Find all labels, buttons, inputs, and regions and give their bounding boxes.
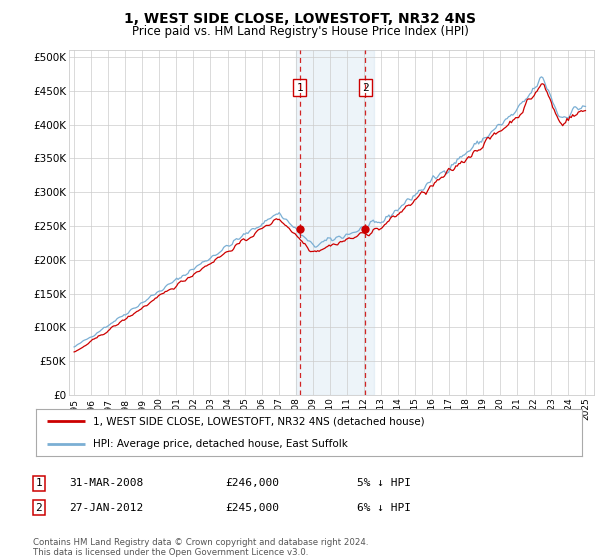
Text: £246,000: £246,000 (225, 478, 279, 488)
Text: 27-JAN-2012: 27-JAN-2012 (69, 503, 143, 513)
Text: 1: 1 (296, 82, 304, 92)
Bar (296, 50, 374, 395)
Text: 2: 2 (362, 82, 368, 92)
Text: 1, WEST SIDE CLOSE, LOWESTOFT, NR32 4NS: 1, WEST SIDE CLOSE, LOWESTOFT, NR32 4NS (124, 12, 476, 26)
Text: 2: 2 (35, 503, 43, 513)
Text: 6% ↓ HPI: 6% ↓ HPI (357, 503, 411, 513)
Text: 1, WEST SIDE CLOSE, LOWESTOFT, NR32 4NS (detached house): 1, WEST SIDE CLOSE, LOWESTOFT, NR32 4NS … (94, 416, 425, 426)
Text: 1: 1 (35, 478, 43, 488)
Text: HPI: Average price, detached house, East Suffolk: HPI: Average price, detached house, East… (94, 439, 348, 449)
Text: Price paid vs. HM Land Registry's House Price Index (HPI): Price paid vs. HM Land Registry's House … (131, 25, 469, 38)
Text: 31-MAR-2008: 31-MAR-2008 (69, 478, 143, 488)
Text: 5% ↓ HPI: 5% ↓ HPI (357, 478, 411, 488)
Text: Contains HM Land Registry data © Crown copyright and database right 2024.
This d: Contains HM Land Registry data © Crown c… (33, 538, 368, 557)
Text: £245,000: £245,000 (225, 503, 279, 513)
